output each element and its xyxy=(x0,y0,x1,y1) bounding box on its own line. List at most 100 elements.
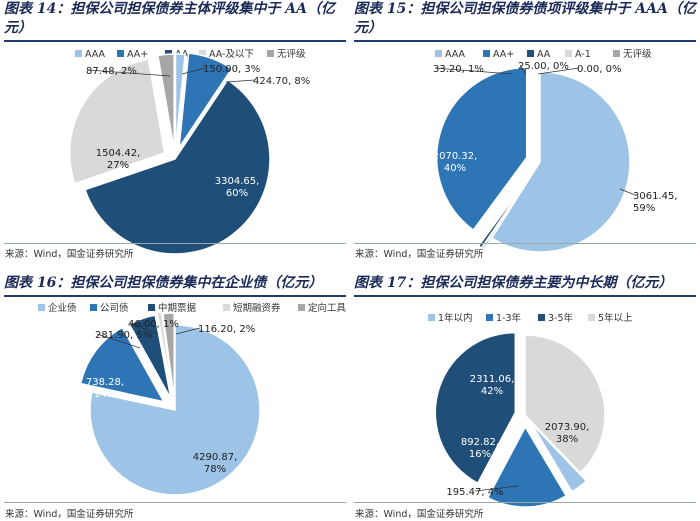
pie-slice-3 xyxy=(128,314,172,400)
chart-title: 图表 14：担保公司担保债券主体评级集中于 AA（亿元） xyxy=(4,1,335,36)
legend-swatch xyxy=(75,50,82,57)
data-label: 150.00, 3% xyxy=(203,64,260,75)
legend-swatch xyxy=(588,314,595,321)
pie-slice-4 xyxy=(156,311,174,397)
legend: 1年以内 1-3年 3-5年 5年以上 xyxy=(428,312,633,324)
data-labels: 3061.45, 59% 2070.32, 40% 33.20, 1% 25.00, 0%… xyxy=(433,61,678,214)
pie-slice-2 xyxy=(178,52,233,149)
pie-slice-4 xyxy=(480,173,533,251)
legend-swatch xyxy=(486,314,493,321)
legend-swatch xyxy=(199,50,206,57)
leader-line xyxy=(87,69,171,77)
title-rule xyxy=(354,40,696,42)
pie-slices xyxy=(79,311,261,496)
chart-source: 来源：Wind，国金证券研究所 xyxy=(355,509,484,520)
data-label: 3304.65, 60% xyxy=(215,176,260,199)
chart-panel-15: 图表 15：担保公司担保债券债项评级集中于 AAA（亿元） AAA AA+ AA A-… xyxy=(350,0,700,262)
data-label: 2070.32, 40% xyxy=(433,151,478,174)
title-rule xyxy=(354,295,696,297)
legend-swatch xyxy=(538,314,545,321)
legend-item: 3-5年 xyxy=(538,312,574,324)
chart-source: 来源：Wind，国金证券研究所 xyxy=(5,249,134,260)
legend-swatch xyxy=(38,304,45,311)
chart-source: 来源：Wind，国金证券研究所 xyxy=(355,249,484,260)
legend-item: 公司债 xyxy=(90,302,129,314)
legend-item: 无评级 xyxy=(267,48,306,60)
data-label: 4290.87, 78% xyxy=(193,452,238,475)
data-label: 87.48, 2% xyxy=(86,66,137,77)
legend-label: 短期融资券 xyxy=(233,302,281,314)
legend-item: AA+ xyxy=(117,49,148,60)
pie-slice-4 xyxy=(524,334,606,475)
legend-item: A-1 xyxy=(565,49,591,60)
data-label: 424.70, 8% xyxy=(253,76,310,87)
legend-item: 企业债 xyxy=(38,302,77,314)
leader-line xyxy=(181,67,206,75)
legend: AAA AA+ AA A-1 无评级 xyxy=(435,48,652,60)
title-rule xyxy=(4,295,346,297)
legend-swatch xyxy=(483,50,490,57)
data-labels: 87.48, 2% 424.70, 8% 3304.65, 60% 1504.42, 27… xyxy=(86,64,310,199)
leader-line xyxy=(619,188,636,196)
legend-swatch xyxy=(267,50,274,57)
legend-item: 1-3年 xyxy=(486,312,522,324)
legend-swatch xyxy=(148,304,155,311)
data-label: 2311.06, 42% xyxy=(470,374,515,397)
source-rule xyxy=(354,502,696,503)
legend-label: 1年以内 xyxy=(438,312,473,324)
pie-slices xyxy=(434,331,606,508)
data-label: 281.90, 5% xyxy=(95,330,152,341)
pie-slices xyxy=(68,52,271,255)
leader-line xyxy=(129,322,159,335)
chart-source: 来源：Wind，国金证券研究所 xyxy=(5,509,134,520)
source-rule xyxy=(354,243,696,244)
pie-slice-1 xyxy=(89,324,261,496)
source-rule xyxy=(4,243,346,244)
data-label: 116.20, 2% xyxy=(198,324,255,335)
legend-item: 5年以上 xyxy=(588,312,633,324)
pie-slice-5 xyxy=(162,312,175,399)
legend-label: 无评级 xyxy=(623,48,652,60)
legend-item: 定向工具 xyxy=(298,302,347,314)
data-label: 1504.42, 27% xyxy=(96,148,141,171)
leader-line xyxy=(519,64,527,75)
data-label: 738.28, 14% xyxy=(86,377,124,400)
legend-label: A-1 xyxy=(575,49,591,60)
legend-label: AA-及以下 xyxy=(209,49,254,60)
data-label: 2073.90, 38% xyxy=(545,422,590,445)
pie-slice-3 xyxy=(434,331,517,485)
pie-slice-1 xyxy=(490,71,631,253)
chart-panel-14: 图表 14：担保公司担保债券主体评级集中于 AA（亿元） AAAAA+AAAA-… xyxy=(0,0,350,262)
legend-item: AA-及以下 xyxy=(199,49,254,60)
pie-slice-3 xyxy=(84,78,271,255)
legend-swatch xyxy=(223,304,230,311)
legend-label: AAA xyxy=(445,49,466,60)
legend-label: 企业债 xyxy=(48,302,77,314)
legend-label: AA+ xyxy=(493,49,514,60)
legend-label: AAA xyxy=(85,49,106,60)
leader-line xyxy=(537,67,580,75)
chart-panel-17: 图表 17：担保公司担保债券主要为中长期（亿元） 1年以内 1-3年 3-5年 5年以… xyxy=(350,270,700,521)
legend-label: AA+ xyxy=(127,49,148,60)
data-labels: 195.47, 4% 892.82, 16% 2311.06, 42% 2073.90, 3… xyxy=(446,374,589,498)
leader-line xyxy=(96,333,141,349)
pie-slice-5 xyxy=(156,53,175,150)
legend-item: 短期融资券 xyxy=(223,302,281,314)
data-labels: 4290.87, 78% 738.28, 14% 281.90, 5%46.00, 1%… xyxy=(86,319,255,475)
chart-panel-16: 图表 16：担保公司担保债券集中在企业债（亿元） 企业债 公司债 中期票据 短期融资券… xyxy=(0,270,350,521)
legend-item: 中期票据 xyxy=(148,302,197,314)
legend-item: 1年以内 xyxy=(428,312,473,324)
legend-label: 3-5年 xyxy=(548,312,574,324)
legend-swatch xyxy=(613,50,620,57)
legend-label: 无评级 xyxy=(277,48,306,60)
legend-item: 无评级 xyxy=(613,48,652,60)
legend: 企业债 公司债 中期票据 短期融资券 定向工具 xyxy=(38,302,347,314)
leader-line xyxy=(225,79,256,83)
data-label: 46.00, 1% xyxy=(128,319,179,330)
legend-swatch xyxy=(527,50,534,57)
legend-swatch xyxy=(298,304,305,311)
data-label: 892.82, 16% xyxy=(461,437,499,460)
pie-slice-1 xyxy=(530,422,588,493)
legend-label: 公司债 xyxy=(100,302,129,314)
